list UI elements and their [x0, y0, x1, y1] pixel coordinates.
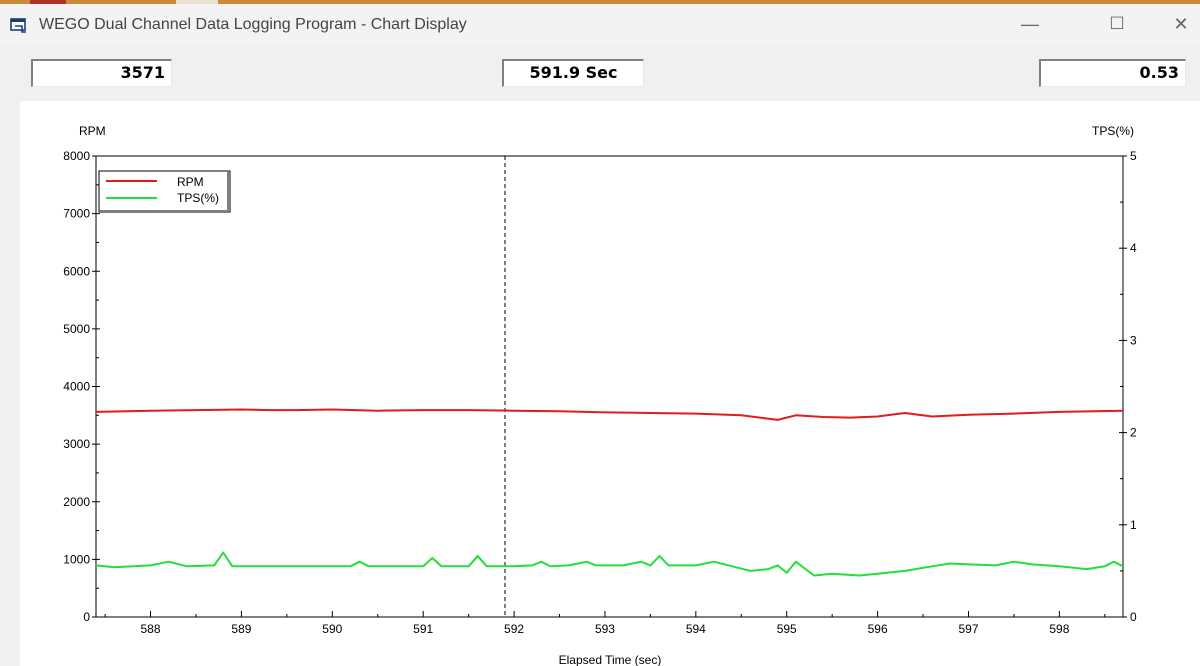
- y-right-tick-label: 3: [1130, 333, 1137, 347]
- legend-label-tps: TPS(%): [177, 191, 219, 205]
- y-left-tick-label: 1000: [63, 552, 90, 566]
- x-tick-label: 590: [322, 622, 342, 636]
- y-left-tick-label: 7000: [63, 207, 90, 221]
- app-window-icon: [10, 18, 26, 33]
- y-left-tick-label: 5000: [63, 322, 90, 336]
- x-tick-label: 598: [1049, 622, 1069, 636]
- rpm-series-line: [95, 408, 1124, 421]
- y-left-tick-label: 3000: [63, 437, 90, 451]
- x-tick-label: 595: [777, 622, 797, 636]
- x-tick-label: 592: [504, 622, 524, 636]
- time-readout: 591.9 Sec: [502, 59, 644, 87]
- legend-label-rpm: RPM: [177, 175, 204, 189]
- y-right-tick-label: 5: [1130, 149, 1137, 163]
- taskbar-app-icon[interactable]: [176, 0, 218, 4]
- minimize-button[interactable]: —: [1021, 13, 1039, 34]
- taskbar-strip: [0, 0, 1200, 4]
- window-title: WEGO Dual Channel Data Logging Program -…: [39, 16, 467, 33]
- rpm-readout: 3571: [31, 59, 172, 87]
- close-button[interactable]: ✕: [1173, 13, 1189, 34]
- y-left-tick-label: 6000: [63, 264, 90, 278]
- chart-plot[interactable]: RPM TPS(%) Elapsed Time (sec) 588 589 590 5…: [20, 101, 1200, 666]
- chart-legend: RPM TPS(%): [98, 170, 231, 213]
- tps-series-line: [95, 551, 1124, 577]
- y-right-tick-label: 0: [1130, 610, 1137, 624]
- y-axis-left-label: RPM: [79, 124, 106, 138]
- x-tick-label: 594: [686, 622, 706, 636]
- x-axis-label: Elapsed Time (sec): [559, 653, 662, 666]
- maximize-button[interactable]: ☐: [1109, 14, 1125, 33]
- x-tick-label: 589: [231, 622, 251, 636]
- x-tick-label: 591: [413, 622, 433, 636]
- y-right-tick-label: 4: [1130, 241, 1137, 255]
- y-left-tick-label: 4000: [63, 380, 90, 394]
- chart-panel: RPM TPS(%) Elapsed Time (sec) 588 589 590 5…: [20, 101, 1200, 666]
- y-right-tick-label: 1: [1130, 518, 1137, 532]
- y-left-tick-label: 0: [83, 610, 90, 624]
- taskbar-app-icon[interactable]: [30, 0, 66, 4]
- y-axis-right-label: TPS(%): [1092, 124, 1134, 138]
- y-right-tick-label: 2: [1130, 426, 1137, 440]
- title-bar: WEGO Dual Channel Data Logging Program -…: [0, 4, 1200, 44]
- x-tick-label: 596: [868, 622, 888, 636]
- tps-readout: 0.53: [1039, 59, 1186, 87]
- x-tick-label: 593: [595, 622, 615, 636]
- y-left-tick-label: 2000: [63, 495, 90, 509]
- plot-frame: [95, 155, 1124, 618]
- x-tick-label: 588: [141, 622, 161, 636]
- y-left-tick-label: 8000: [63, 149, 90, 163]
- x-tick-label: 597: [958, 622, 978, 636]
